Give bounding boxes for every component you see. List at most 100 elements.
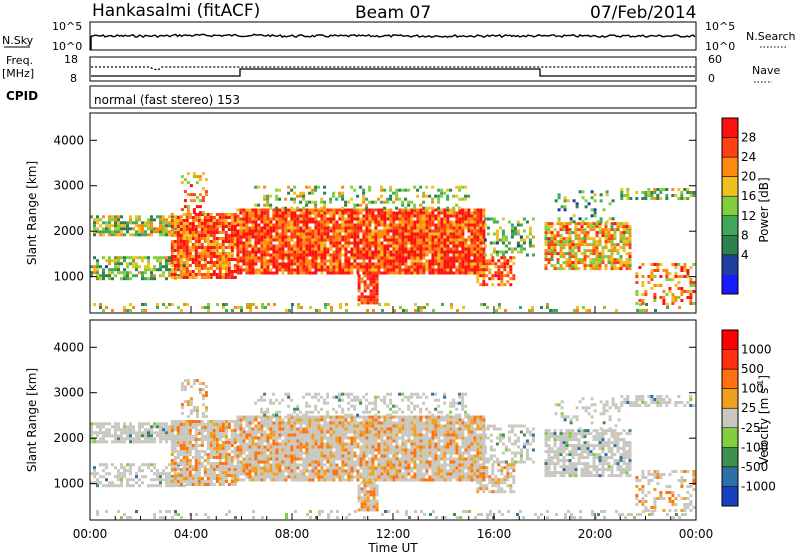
velocity-cell xyxy=(176,426,180,429)
power-cell xyxy=(311,262,315,266)
power-cell xyxy=(501,250,505,254)
power-cell xyxy=(482,256,486,260)
power-cell xyxy=(132,221,135,225)
velocity-cell xyxy=(305,430,309,434)
power-cell xyxy=(582,306,585,309)
power-cell xyxy=(611,217,615,221)
power-cell xyxy=(192,172,196,176)
velocity-cell xyxy=(90,481,93,485)
power-cell xyxy=(647,275,651,278)
power-cell xyxy=(365,238,369,242)
power-cell xyxy=(547,222,551,226)
power-cell xyxy=(680,197,684,200)
power-cell xyxy=(380,235,384,239)
power-cell xyxy=(501,235,505,239)
power-cell xyxy=(254,203,258,207)
power-cell xyxy=(404,262,408,266)
power-cell xyxy=(362,238,366,242)
power-cell xyxy=(117,259,120,263)
power-cell xyxy=(568,237,572,241)
power-cell xyxy=(407,203,411,207)
power-cell xyxy=(126,309,129,312)
power-cell xyxy=(185,219,189,222)
power-cell xyxy=(374,226,378,230)
power-cell xyxy=(356,244,360,248)
velocity-cell xyxy=(165,437,168,441)
power-cell xyxy=(461,223,465,227)
velocity-cell xyxy=(102,437,105,441)
power-cell xyxy=(251,250,255,254)
power-cell xyxy=(248,214,252,218)
power-cell xyxy=(404,271,408,275)
velocity-cell xyxy=(317,457,321,461)
velocity-cell xyxy=(272,472,276,476)
power-cell xyxy=(473,256,477,260)
power-cell xyxy=(203,255,207,258)
power-cell xyxy=(359,226,363,230)
power-cell xyxy=(335,226,339,230)
velocity-cell xyxy=(281,433,285,437)
power-cell xyxy=(302,238,306,242)
power-cell xyxy=(156,256,159,260)
power-cell xyxy=(665,188,669,191)
power-cell xyxy=(544,228,548,232)
velocity-cell xyxy=(275,472,279,476)
velocity-cell xyxy=(224,420,228,423)
power-cell xyxy=(353,250,357,254)
power-cell xyxy=(359,223,363,227)
velocity-cell xyxy=(93,466,96,470)
power-cell xyxy=(407,235,411,239)
power-cell xyxy=(586,231,590,235)
power-cell xyxy=(401,235,405,239)
velocity-cell xyxy=(224,474,228,477)
power-cell xyxy=(404,244,408,248)
velocity-cell xyxy=(260,418,264,422)
power-cell xyxy=(353,214,357,218)
power-cell xyxy=(285,309,288,312)
colorbar-swatch xyxy=(722,235,738,256)
power-cell xyxy=(491,283,495,287)
power-cell xyxy=(356,247,360,251)
velocity-cell xyxy=(192,379,196,383)
power-cell xyxy=(299,262,303,266)
power-cell xyxy=(221,276,225,279)
power-cell xyxy=(389,262,393,266)
velocity-cell xyxy=(138,466,141,470)
power-cell xyxy=(360,292,364,296)
power-cell xyxy=(138,224,141,228)
velocity-cell xyxy=(173,477,177,480)
power-cell xyxy=(641,299,645,302)
power-cell xyxy=(434,223,438,227)
power-cell xyxy=(473,232,477,236)
velocity-cell xyxy=(179,426,183,429)
power-cell xyxy=(317,253,321,257)
velocity-cell xyxy=(197,483,201,486)
velocity-cell xyxy=(245,430,249,434)
power-cell xyxy=(506,265,510,269)
power-cell xyxy=(275,223,279,227)
power-cell xyxy=(323,223,327,227)
velocity-cell xyxy=(206,444,210,447)
power-cell xyxy=(266,223,270,227)
power-cell xyxy=(239,229,243,233)
power-cell xyxy=(692,302,696,305)
velocity-cell xyxy=(123,472,126,476)
velocity-cell xyxy=(284,463,288,467)
power-cell xyxy=(341,220,345,224)
power-cell xyxy=(553,237,557,241)
velocity-cell xyxy=(150,437,153,441)
velocity-cell xyxy=(266,427,270,431)
power-cell xyxy=(311,211,315,215)
velocity-cell xyxy=(170,420,174,423)
velocity-cell xyxy=(263,430,267,434)
velocity-cell xyxy=(287,424,291,428)
power-cell xyxy=(269,235,273,239)
power-cell xyxy=(622,249,626,253)
power-cell xyxy=(362,229,366,233)
power-cell xyxy=(197,273,201,276)
power-cell xyxy=(360,298,364,302)
power-cell xyxy=(248,259,252,263)
power-cell xyxy=(224,237,228,240)
velocity-cell xyxy=(278,445,282,449)
power-cell xyxy=(383,217,387,221)
